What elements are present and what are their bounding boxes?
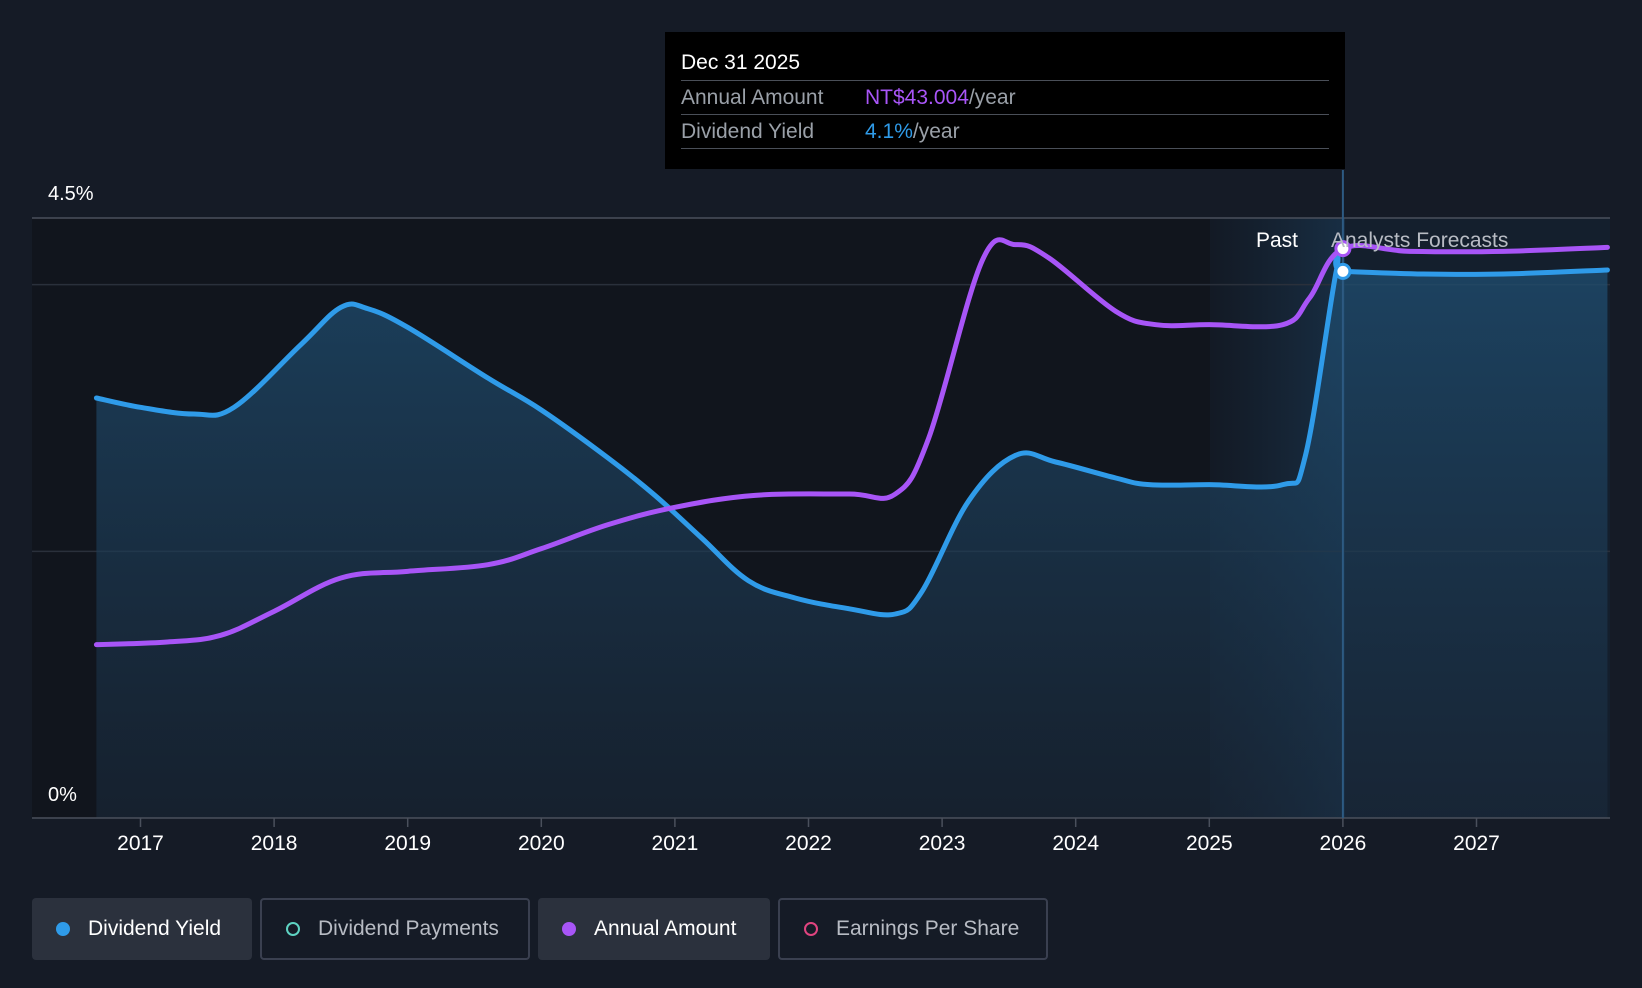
tooltip-date: Dec 31 2025 <box>681 46 1329 81</box>
x-tick-label: 2026 <box>1319 832 1367 855</box>
x-tick-label: 2022 <box>785 832 832 855</box>
legend-label: Annual Amount <box>594 917 737 940</box>
legend-dividend-yield-button[interactable]: Dividend Yield <box>32 898 252 960</box>
tooltip-unit: /year <box>968 86 1016 109</box>
filled-dot-icon <box>56 922 70 936</box>
hollow-dot-icon <box>286 922 300 936</box>
tooltip-key: Annual Amount <box>681 86 824 109</box>
analysts-forecasts-label: Analysts Forecasts <box>1331 229 1509 252</box>
x-axis <box>32 817 1610 827</box>
filled-dot-icon <box>562 922 576 936</box>
hover-markers <box>1334 170 1352 818</box>
tooltip-unit: /year <box>912 120 960 143</box>
dividend-yield-line <box>93 254 1610 618</box>
past-label: Past <box>1255 229 1298 252</box>
y-axis-bottom-label: 0% <box>48 784 77 806</box>
legend-label: Dividend Yield <box>88 917 222 940</box>
x-tick-label: 2023 <box>918 832 966 855</box>
legend-earnings-per-share-button[interactable]: Earnings Per Share <box>778 898 1048 960</box>
x-tick-label: 2019 <box>384 832 432 855</box>
x-tick-label: 2020 <box>517 832 565 855</box>
dividend-yield-marker <box>1334 262 1352 280</box>
dividend-yield-area <box>96 256 1608 818</box>
series-lines <box>93 237 1610 648</box>
chart-tooltip: Dec 31 2025 Annual Amount NT$43.004 /yea… <box>665 32 1345 169</box>
tooltip-row-dividend-yield: Dividend Yield 4.1% /year <box>681 115 1329 149</box>
legend-label: Dividend Payments <box>318 917 499 940</box>
x-tick-label: 2027 <box>1453 832 1500 855</box>
tooltip-value: 4.1% <box>865 120 913 143</box>
legend-dividend-payments-button[interactable]: Dividend Payments <box>260 898 530 960</box>
x-tick-label: 2025 <box>1185 832 1233 855</box>
x-tick-label: 2018 <box>250 832 298 855</box>
tooltip-row-annual-amount: Annual Amount NT$43.004 /year <box>681 81 1329 115</box>
hollow-dot-icon <box>804 922 818 936</box>
annual-amount-line <box>93 237 1610 648</box>
legend-label: Earnings Per Share <box>836 917 1020 940</box>
x-tick-label: 2024 <box>1052 832 1100 855</box>
legend-annual-amount-button[interactable]: Annual Amount <box>538 898 770 960</box>
tooltip-value: NT$43.004 <box>865 86 969 109</box>
tooltip-key: Dividend Yield <box>681 120 815 143</box>
x-tick-label: 2017 <box>117 832 164 855</box>
annual-amount-marker <box>1334 240 1352 258</box>
x-tick-label: 2021 <box>651 832 699 855</box>
series-areas <box>96 256 1608 818</box>
y-axis-top-label: 4.5% <box>48 183 94 205</box>
